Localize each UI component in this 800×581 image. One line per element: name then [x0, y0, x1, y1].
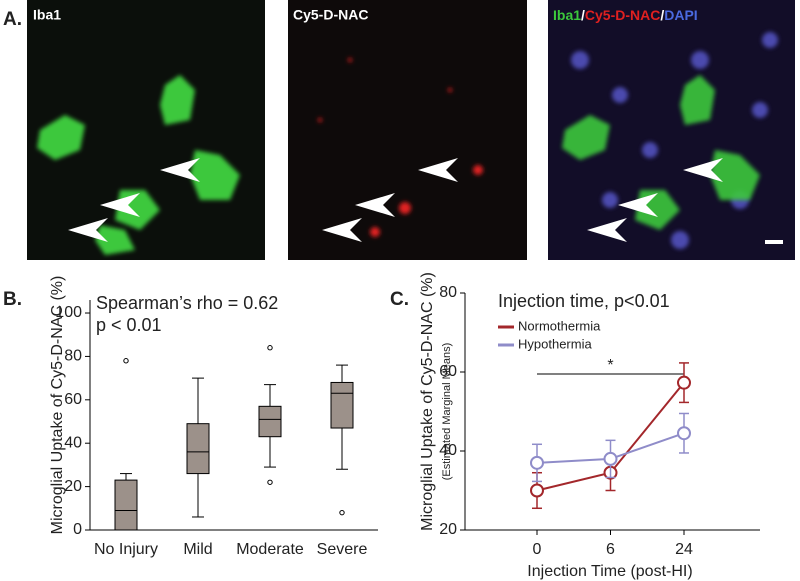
micrograph-2: [288, 0, 527, 260]
legend-label: Hypothermia: [518, 336, 592, 351]
x-tick-label: Severe: [317, 541, 368, 558]
point: [677, 375, 691, 390]
x-tick-label: 0: [533, 541, 542, 558]
annotation: p < 0.01: [96, 315, 162, 335]
label-part: /: [581, 7, 585, 23]
image-label: Iba1: [33, 7, 61, 23]
image-label: Cy5-D-NAC: [293, 7, 368, 23]
annotation: Injection time, p<0.01: [498, 291, 670, 311]
annotation: Spearman’s rho = 0.62: [96, 293, 278, 313]
y-tick-label: 20: [64, 478, 82, 495]
x-tick-label: 6: [606, 541, 615, 558]
y-tick-label: 60: [64, 391, 82, 408]
label-part: DAPI: [664, 7, 697, 23]
x-tick-label: 24: [675, 541, 693, 558]
box: [258, 405, 282, 438]
annotation: *: [607, 357, 613, 374]
y-tick-label: 0: [73, 521, 82, 538]
micrograph-1: [27, 0, 265, 260]
x-axis-label: Injection Time (post-HI): [527, 563, 692, 580]
panel-label: B.: [3, 289, 22, 310]
y-tick-label: 80: [439, 284, 457, 301]
label-part: Iba1: [553, 7, 581, 23]
x-tick-label: No Injury: [94, 541, 158, 558]
outlier: [339, 509, 345, 516]
box: [114, 479, 138, 531]
outlier: [123, 358, 129, 364]
y-tick-label: 40: [439, 442, 457, 459]
y-tick-label: 100: [55, 304, 82, 321]
y-axis-label: Microglial Uptake of Cy5-D-NAC (%): [419, 272, 436, 531]
label-part: /: [660, 7, 664, 23]
point: [530, 455, 544, 470]
y-tick-label: 60: [439, 363, 457, 380]
box: [186, 423, 210, 475]
y-tick-label: 80: [64, 348, 82, 365]
panel-label: A.: [3, 9, 22, 30]
outlier: [267, 345, 273, 351]
point: [603, 451, 618, 466]
point: [677, 426, 691, 441]
y-tick-label: 20: [439, 521, 457, 538]
box: [330, 381, 354, 429]
panel-label: C.: [390, 289, 409, 310]
point: [530, 483, 544, 498]
image-label: Iba1/Cy5-D-NAC/DAPI: [553, 7, 698, 23]
y-tick-label: 40: [64, 434, 82, 451]
x-tick-label: Moderate: [236, 541, 304, 558]
outlier: [267, 479, 273, 485]
micrograph-3: [548, 0, 795, 260]
legend-label: Normothermia: [518, 318, 601, 333]
label-part: Cy5-D-NAC: [585, 7, 660, 23]
x-tick-label: Mild: [183, 541, 212, 558]
y-axis-label: Microglial Uptake of Cy5-D-NAC (%): [49, 276, 66, 535]
y-axis-sublabel: (Estimated Marginal Means): [441, 343, 453, 481]
